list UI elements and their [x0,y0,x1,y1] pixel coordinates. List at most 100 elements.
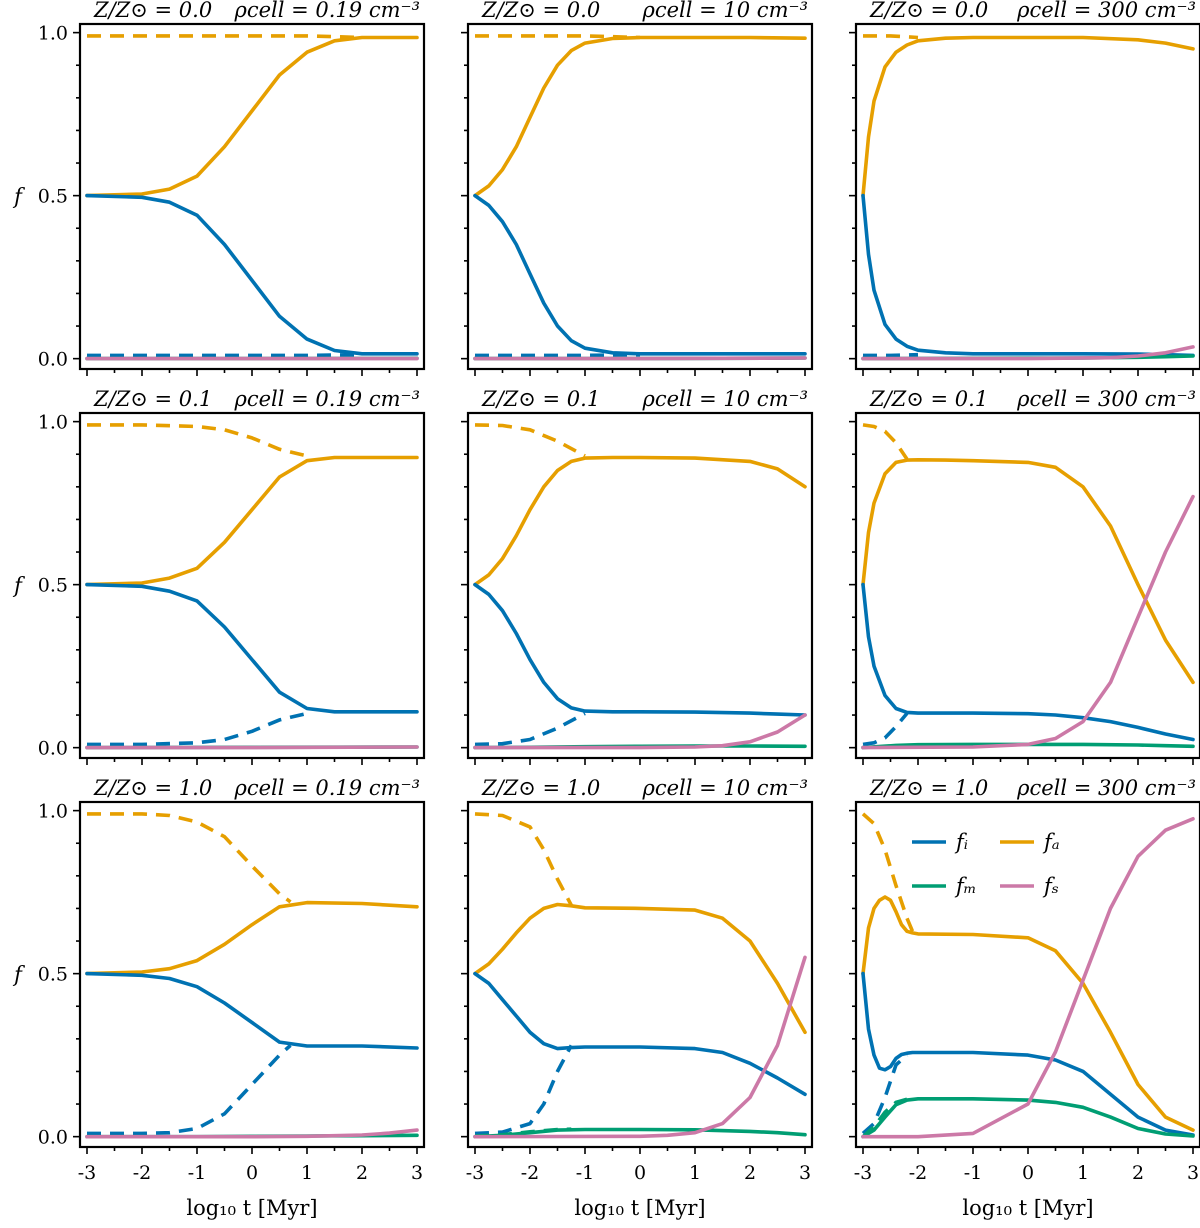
y-axis-label: f [12,963,25,987]
panel-title-metallicity: Z/Z⊙ = 1.0 [481,776,600,800]
series-f_a-dashed [87,34,363,40]
x-tick-label: 3 [411,1162,423,1184]
x-tick-label: 2 [744,1162,756,1184]
series-f_a-dashed [87,423,308,458]
x-tick-label: 1 [301,1162,313,1184]
x-tick-label: 2 [356,1162,368,1184]
series-f_a-dashed [474,423,586,458]
series-f_i-solid [473,193,807,356]
series-f_a-dashed [863,34,919,40]
x-tick-label: -2 [909,1162,928,1184]
x-tick-label: -1 [188,1162,207,1184]
series-f_a-solid [861,35,1195,198]
panel-r2-c1: Z/Z⊙ = 1.0 ρcell = 10 cm⁻³ -3 -2 -1 0 1 2 3 log₁₀… [461,776,814,1220]
panel-title-metallicity: Z/Z⊙ = 0.1 [869,387,988,411]
series-f_i-solid [473,582,807,717]
panel-title-metallicity: Z/Z⊙ = 1.0 [869,776,988,800]
plot-frame [466,22,814,371]
panel-r2-c0: Z/Z⊙ = 1.0 ρcell = 0.19 cm⁻³ 0.0 0.5 1.0 -3 -2… [12,776,426,1220]
y-tick-label: 0.0 [38,1127,68,1149]
legend-label-f_m: fₘ [954,874,977,898]
x-tick-label: 3 [799,1162,811,1184]
panel-r2-c2: Z/Z⊙ = 1.0 ρcell = 300 cm⁻³ -3 -2 -1 0 1 2 3 log₁… [849,776,1200,1220]
panel-title-metallicity: Z/Z⊙ = 0.1 [481,387,600,411]
series-f_i-dashed [861,1053,909,1135]
series-f_i-solid [85,971,419,1050]
y-tick-label: 1.0 [38,801,68,823]
panel-title-density: ρcell = 0.19 cm⁻³ [233,776,420,800]
panel-title-metallicity: Z/Z⊙ = 0.1 [93,387,212,411]
series-f_i-dashed [474,1044,573,1136]
series-f_s-solid [473,955,807,1139]
panel-title-metallicity: Z/Z⊙ = 0.0 [93,0,212,22]
plot-frame [466,800,814,1149]
series-f_i-dashed [87,711,308,747]
series-f_i-dashed [863,352,919,358]
series-f_s-solid [861,494,1195,750]
plot-frame [854,22,1200,371]
series-f_m-solid [473,1127,807,1139]
series-f_s-solid [473,713,807,750]
series-f_i-solid [861,193,1195,358]
series-f_i-solid [861,582,1195,742]
series-f_a-solid [861,895,1195,1132]
x-tick-label: -1 [576,1162,595,1184]
series-f_i-solid [85,582,419,714]
panel-r0-c2: Z/Z⊙ = 0.0 ρcell = 300 cm⁻³ [849,0,1200,376]
x-tick-label: 1 [1077,1162,1089,1184]
series-f_a-dashed [87,812,292,904]
y-axis-label: f [12,574,25,598]
x-tick-label: 0 [1022,1162,1034,1184]
series-f_a-solid [85,35,419,198]
panel-title-density: ρcell = 10 cm⁻³ [642,0,809,22]
series-f_s-solid [85,1128,419,1139]
x-tick-label: -3 [854,1162,873,1184]
series-f_i-solid [861,971,1195,1137]
series-f_a-solid [473,902,807,1035]
series-f_a-solid [861,457,1195,685]
series-f_i-dashed [475,352,641,358]
panel-title-metallicity: Z/Z⊙ = 0.0 [869,0,988,22]
y-tick-label: 1.0 [38,412,68,434]
series-f_a-solid [85,900,419,976]
series-f_i-dashed [474,711,586,747]
x-tick-label: -2 [133,1162,152,1184]
series-f_i-dashed [862,712,909,747]
plot-frame [854,411,1200,760]
series-f_i-dashed [87,352,363,358]
x-tick-label: 3 [1187,1162,1199,1184]
series-f_i-solid [473,971,807,1097]
y-tick-label: 0.0 [38,349,68,371]
series-f_i-dashed [87,1044,292,1136]
y-tick-label: 0.5 [38,964,68,986]
legend-label-f_a: fₐ [1042,830,1060,854]
series-f_a-solid [85,455,419,587]
x-tick-label: -3 [78,1162,97,1184]
series-f_a-dashed [862,423,909,461]
panel-title-density: ρcell = 10 cm⁻³ [642,776,809,800]
panel-title-density: ρcell = 300 cm⁻³ [1016,387,1196,411]
panel-title-density: ρcell = 0.19 cm⁻³ [233,0,420,22]
legend-label-f_i: fᵢ [954,830,968,854]
x-tick-label: -2 [521,1162,540,1184]
series-f_s-solid [861,816,1195,1139]
series-f_m-solid [861,1097,1195,1139]
series-f_s-solid [85,745,419,750]
x-axis-label: log₁₀ t [Myr] [186,1196,317,1220]
panel-r0-c0: Z/Z⊙ = 0.0 ρcell = 0.19 cm⁻³ 0.0 0.5 1.0 f [12,0,426,376]
panel-r1-c2: Z/Z⊙ = 0.1 ρcell = 300 cm⁻³ [849,387,1200,765]
series-f_a-solid [473,35,807,198]
x-tick-label: 2 [1132,1162,1144,1184]
x-tick-label: 0 [246,1162,258,1184]
panel-title-metallicity: Z/Z⊙ = 0.0 [481,0,600,22]
y-tick-label: 0.0 [38,738,68,760]
series-f_a-dashed [475,34,641,40]
x-tick-label: 1 [689,1162,701,1184]
panel-title-density: ρcell = 0.19 cm⁻³ [233,387,420,411]
panel-r1-c0: Z/Z⊙ = 0.1 ρcell = 0.19 cm⁻³ 0.0 0.5 1.0 f [12,387,426,765]
legend-label-f_s: fₛ [1042,874,1059,898]
panel-title-density: ρcell = 10 cm⁻³ [642,387,809,411]
series-f_i-solid [85,193,419,356]
legend: fᵢ fₐ fₘ fₛ [912,830,1060,898]
